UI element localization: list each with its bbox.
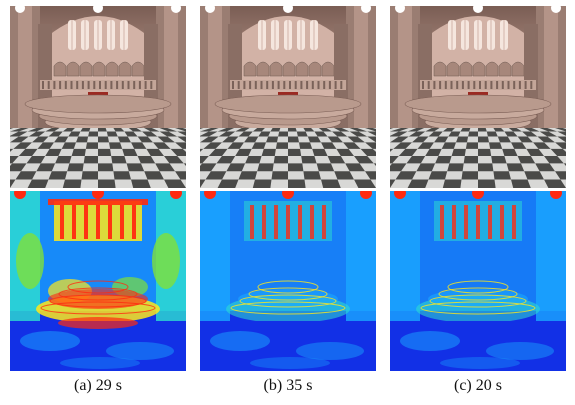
caption-a: (a) 29 s — [74, 377, 122, 394]
render-image-a — [10, 6, 186, 188]
render-panel-c — [390, 6, 566, 188]
heatmap-image-b — [200, 191, 376, 371]
render-panel-a — [10, 6, 186, 188]
heatmap-image-a — [10, 191, 186, 371]
heatmap-panel-a — [10, 191, 186, 371]
caption-b: (b) 35 s — [263, 377, 313, 394]
heatmap-image-c — [390, 191, 566, 371]
render-image-b — [200, 6, 376, 188]
heatmap-panel-c — [390, 191, 566, 371]
caption-c: (c) 20 s — [454, 377, 502, 394]
render-panel-b — [200, 6, 376, 188]
render-image-c — [390, 6, 566, 188]
heatmap-panel-b — [200, 191, 376, 371]
